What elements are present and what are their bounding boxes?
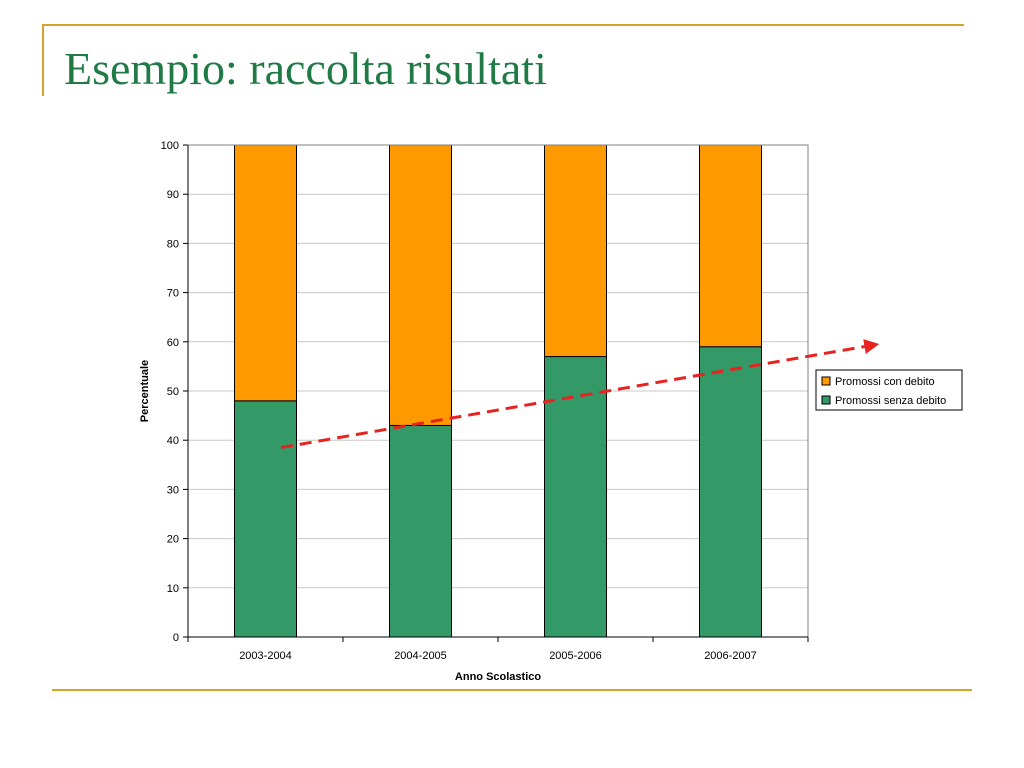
legend-swatch — [821, 376, 831, 386]
bar-segment — [389, 144, 452, 426]
y-tick-label: 10 — [167, 583, 179, 595]
y-tick-label: 20 — [167, 534, 179, 546]
bar-segment — [544, 144, 607, 358]
legend-box — [815, 369, 963, 411]
tick-labels: 0 10 20 30 40 50 60 70 80 90 100 2003-2004 2004-2005… — [161, 140, 757, 662]
legend-label: Promossi senza debito — [835, 395, 946, 407]
x-tick-label: 2003-2004 — [239, 650, 292, 662]
bar-segment — [699, 144, 762, 348]
bottom-accent-line — [52, 689, 972, 691]
x-tick-label: 2005-2006 — [549, 650, 602, 662]
x-tick-label: 2006-2007 — [704, 650, 757, 662]
y-tick-label: 100 — [161, 140, 179, 152]
y-tick-label: 0 — [173, 632, 179, 644]
legend-swatch — [821, 395, 831, 405]
y-tick-label: 80 — [167, 238, 179, 250]
bar-segment — [699, 346, 762, 638]
trend-arrow — [280, 339, 880, 450]
bar-segment — [389, 424, 452, 638]
left-accent-line — [42, 24, 44, 96]
y-tick-label: 40 — [167, 435, 179, 447]
y-tick-label: 50 — [167, 386, 179, 398]
annotations — [280, 339, 880, 450]
bar-segment — [234, 144, 297, 402]
bar-segment — [234, 400, 297, 638]
x-tick-label: 2004-2005 — [394, 650, 447, 662]
legend-label: Promossi con debito — [835, 376, 935, 388]
bars — [234, 144, 762, 638]
legend: Promossi con debito Promossi senza debito — [815, 369, 963, 411]
y-tick-label: 90 — [167, 189, 179, 201]
y-tick-label: 60 — [167, 337, 179, 349]
top-accent-line — [42, 24, 964, 26]
bar-segment — [544, 356, 607, 638]
y-axis-title: Percentuale — [139, 360, 151, 422]
x-axis-title: Anno Scolastico — [455, 671, 541, 683]
y-tick-label: 30 — [167, 484, 179, 496]
y-tick-label: 70 — [167, 288, 179, 300]
axes — [187, 144, 809, 642]
slide-title: Esempio: raccolta risultati — [64, 43, 547, 94]
